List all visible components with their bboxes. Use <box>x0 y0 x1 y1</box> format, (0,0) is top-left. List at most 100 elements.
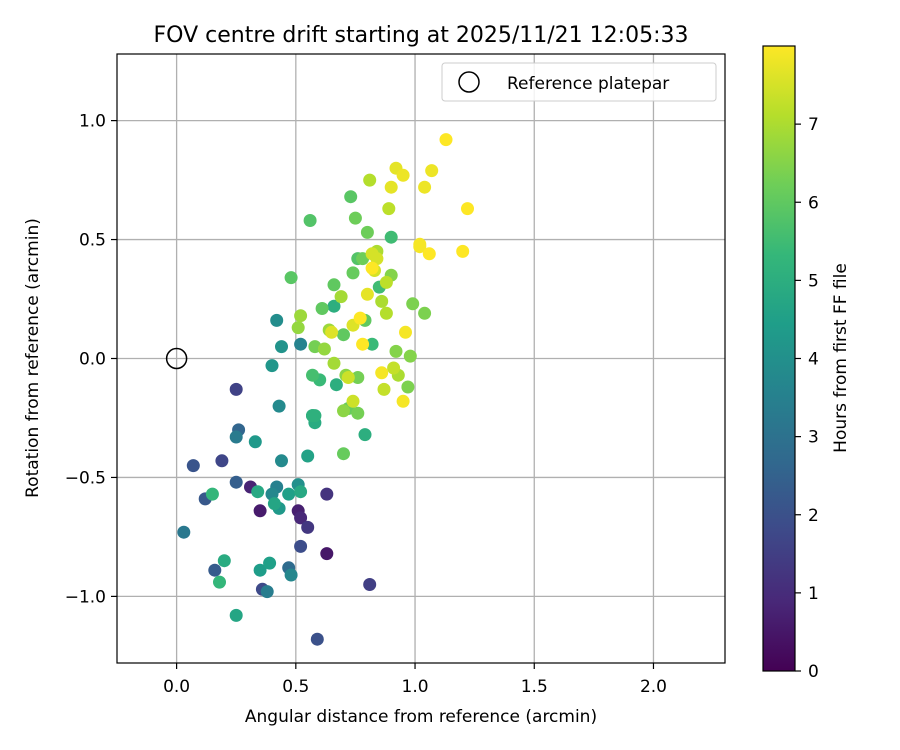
colorbar-tick-label: 0 <box>808 662 819 682</box>
reference-marker-layer <box>165 347 188 370</box>
data-point <box>208 563 222 577</box>
data-point <box>272 399 286 413</box>
data-point <box>177 525 191 539</box>
data-point <box>337 404 350 418</box>
colorbar-tick-label: 7 <box>808 115 819 135</box>
colorbar-tick-label: 5 <box>808 271 819 291</box>
x-axis-ticks: 0.0 0.5 1.0 1.5 2.0 <box>163 663 667 697</box>
y-tick-label: 0.5 <box>79 231 106 251</box>
data-point <box>382 202 396 216</box>
data-point <box>253 504 267 518</box>
data-point <box>375 294 389 308</box>
data-point <box>337 328 350 342</box>
data-point <box>282 487 296 501</box>
x-tick-label: 1.0 <box>402 677 429 697</box>
colorbar-tick-label: 6 <box>808 193 819 213</box>
data-point <box>360 287 374 301</box>
y-axis-ticks: 1.0 0.5 0.0 −0.5 −1.0 <box>65 112 117 607</box>
data-point <box>310 632 324 646</box>
data-point <box>303 214 317 227</box>
data-point <box>403 349 417 363</box>
data-point <box>358 428 372 442</box>
data-point <box>229 475 243 489</box>
data-point <box>260 585 274 599</box>
data-point <box>301 449 315 463</box>
colorbar-tick-label: 3 <box>808 428 819 448</box>
data-point <box>356 337 370 351</box>
data-point <box>294 485 308 499</box>
data-point <box>375 366 389 380</box>
data-point <box>327 356 341 370</box>
x-axis-label: Angular distance from reference (arcmin) <box>245 707 597 727</box>
x-tick-label: 0.0 <box>163 677 190 697</box>
y-tick-label: −1.0 <box>65 587 106 607</box>
data-point <box>351 371 365 384</box>
data-point <box>217 554 231 568</box>
data-point <box>399 325 412 339</box>
legend-box <box>441 62 717 102</box>
data-point <box>351 406 365 420</box>
data-point <box>387 361 401 375</box>
data-point <box>396 168 410 182</box>
data-point <box>229 430 243 444</box>
data-point <box>315 302 329 315</box>
data-point <box>389 344 403 358</box>
data-point <box>422 247 436 261</box>
data-point <box>215 454 229 468</box>
data-point <box>284 271 298 285</box>
data-point <box>229 382 243 396</box>
data-point <box>353 311 367 325</box>
data-point <box>327 299 341 313</box>
legend-reference-marker <box>458 71 480 93</box>
data-point <box>267 497 281 511</box>
data-point <box>263 556 277 570</box>
colorbar-label: Hours from first FF file <box>831 263 851 453</box>
colorbar-tick-label: 4 <box>808 350 819 370</box>
data-points <box>177 133 474 646</box>
data-point <box>329 378 343 392</box>
data-point <box>406 297 420 311</box>
data-point <box>294 511 308 525</box>
data-point <box>294 539 308 553</box>
data-point <box>325 325 339 339</box>
data-point <box>461 202 474 216</box>
data-point <box>327 278 341 292</box>
y-tick-label: 1.0 <box>79 112 106 132</box>
colorbar-tick-label: 1 <box>808 584 819 604</box>
data-point <box>337 447 350 461</box>
data-point <box>365 261 379 275</box>
colorbar: 0 1 2 3 4 5 6 7 Hours from first FF file <box>762 45 851 682</box>
y-tick-label: −0.5 <box>65 468 106 488</box>
legend-label: Reference platepar <box>507 74 669 94</box>
data-point <box>363 173 377 187</box>
data-point <box>439 133 453 147</box>
data-point <box>425 164 439 178</box>
colorbar-ticks: 0 1 2 3 4 5 6 7 <box>795 115 819 682</box>
data-point <box>248 435 262 449</box>
data-point <box>360 225 374 239</box>
data-point <box>306 368 319 382</box>
x-tick-label: 0.5 <box>282 677 309 697</box>
chart-title: FOV centre drift starting at 2025/11/21 … <box>154 23 689 48</box>
data-point <box>346 394 360 408</box>
data-point <box>341 371 355 384</box>
data-point <box>379 275 393 289</box>
data-point <box>379 306 393 320</box>
data-point <box>418 180 432 194</box>
data-point <box>265 359 279 373</box>
data-point <box>317 342 331 356</box>
data-point <box>253 563 267 577</box>
data-point <box>344 190 358 204</box>
data-point <box>348 211 362 225</box>
data-point <box>275 340 288 354</box>
data-point <box>384 230 398 244</box>
x-tick-label: 1.5 <box>521 677 548 697</box>
data-point <box>456 244 470 258</box>
data-point <box>301 520 315 534</box>
data-point <box>413 237 427 251</box>
data-point <box>294 309 308 323</box>
data-point <box>320 487 334 501</box>
legend: Reference platepar <box>441 62 717 102</box>
data-point <box>186 459 200 473</box>
data-point <box>365 337 379 351</box>
